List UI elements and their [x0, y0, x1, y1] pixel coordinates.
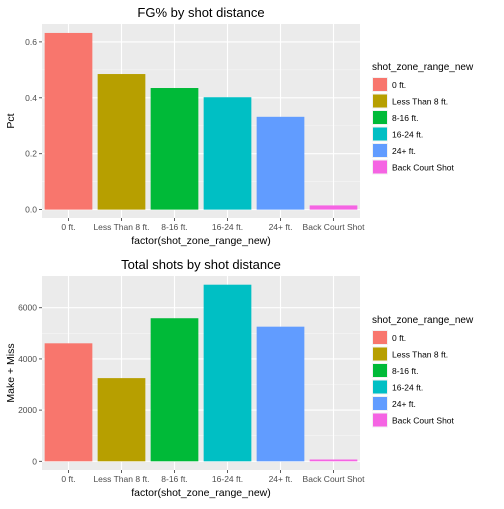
legend-label: 16-24 ft. — [392, 383, 423, 393]
legend-swatch — [373, 94, 387, 108]
y-axis-title: Make + Miss — [5, 343, 17, 402]
legend-label: 16-24 ft. — [392, 130, 423, 140]
legend-swatch — [373, 78, 387, 91]
legend-swatch — [373, 111, 387, 124]
legend-swatch — [373, 331, 387, 344]
bar-2 — [97, 74, 146, 210]
y-axis-title: Pct — [5, 113, 17, 128]
bar-4 — [203, 284, 252, 462]
legend-label: 0 ft. — [392, 80, 406, 90]
legend-title: shot_zone_range_new — [372, 315, 474, 326]
legend-label: 8-16 ft. — [392, 113, 418, 123]
bar-2 — [97, 378, 146, 462]
y-tick-label: 0.0 — [25, 205, 37, 215]
x-tick-label: Back Court Shot — [303, 222, 366, 232]
x-tick-label: Back Court Shot — [303, 474, 366, 484]
x-tick-label: 8-16 ft. — [161, 474, 187, 484]
x-tick-label: 16-24 ft. — [212, 474, 243, 484]
bar-4 — [203, 97, 252, 210]
chart-2: 0 2000 4000 6000 0 ft. Less Than 8 ft. 8-16 ft… — [5, 257, 474, 499]
y-tick-label: 0.4 — [25, 93, 37, 103]
y-tick-label: 6000 — [18, 303, 37, 313]
y-tick-label: 4000 — [18, 354, 37, 364]
bar-6 — [309, 205, 358, 210]
legend-label: 24+ ft. — [392, 399, 416, 409]
bar-3 — [150, 318, 199, 462]
legend-label: Less Than 8 ft. — [392, 97, 448, 107]
x-tick-label: 16-24 ft. — [212, 222, 243, 232]
chart-title: Total shots by shot distance — [121, 257, 281, 272]
x-tick-label: 8-16 ft. — [161, 222, 187, 232]
legend-label: Back Court Shot — [392, 416, 455, 426]
bar-3 — [150, 88, 199, 210]
chart-1: 0.0 0.2 0.4 0.6 0 ft. Less Than 8 ft. 8-16 ft.… — [5, 5, 474, 247]
x-tick-label: Less Than 8 ft. — [93, 222, 149, 232]
legend-swatch — [373, 160, 387, 174]
x-tick-label: 24+ ft. — [269, 474, 293, 484]
legend-label: Back Court Shot — [392, 163, 455, 173]
y-tick-label: 0.2 — [25, 149, 37, 159]
y-tick-label: 0.6 — [25, 37, 37, 47]
x-tick-label: 24+ ft. — [269, 222, 293, 232]
legend-swatch — [373, 127, 387, 141]
legend-swatch — [373, 347, 387, 361]
legend-swatch — [373, 380, 387, 394]
x-tick-label: 0 ft. — [61, 474, 75, 484]
legend-label: 8-16 ft. — [392, 366, 418, 376]
legend: shot_zone_range_new 0 ft. Less Than 8 ft. 8… — [372, 315, 474, 428]
legend-swatch — [373, 364, 387, 377]
bar-1 — [44, 343, 93, 462]
x-axis-title: factor(shot_zone_range_new) — [131, 235, 271, 247]
legend-label: 0 ft. — [392, 333, 406, 343]
bar-5 — [256, 116, 305, 210]
y-tick-label: 2000 — [18, 405, 37, 415]
x-axis-title: factor(shot_zone_range_new) — [131, 487, 271, 499]
x-tick-label: 0 ft. — [61, 222, 75, 232]
bar-5 — [256, 326, 305, 462]
plot-panel — [42, 276, 360, 470]
chart-title: FG% by shot distance — [137, 5, 264, 20]
x-tick-label: Less Than 8 ft. — [93, 474, 149, 484]
legend: shot_zone_range_new 0 ft. Less Than 8 ft. 8… — [372, 62, 474, 175]
legend-swatch — [373, 413, 387, 427]
legend-label: 24+ ft. — [392, 146, 416, 156]
legend-swatch — [373, 397, 387, 410]
legend-title: shot_zone_range_new — [372, 62, 474, 73]
legend-label: Less Than 8 ft. — [392, 350, 448, 360]
bar-1 — [44, 32, 93, 210]
y-tick-label: 0 — [32, 456, 37, 466]
legend-swatch — [373, 144, 387, 157]
plot-panel — [42, 24, 360, 218]
bar-6 — [309, 459, 358, 462]
